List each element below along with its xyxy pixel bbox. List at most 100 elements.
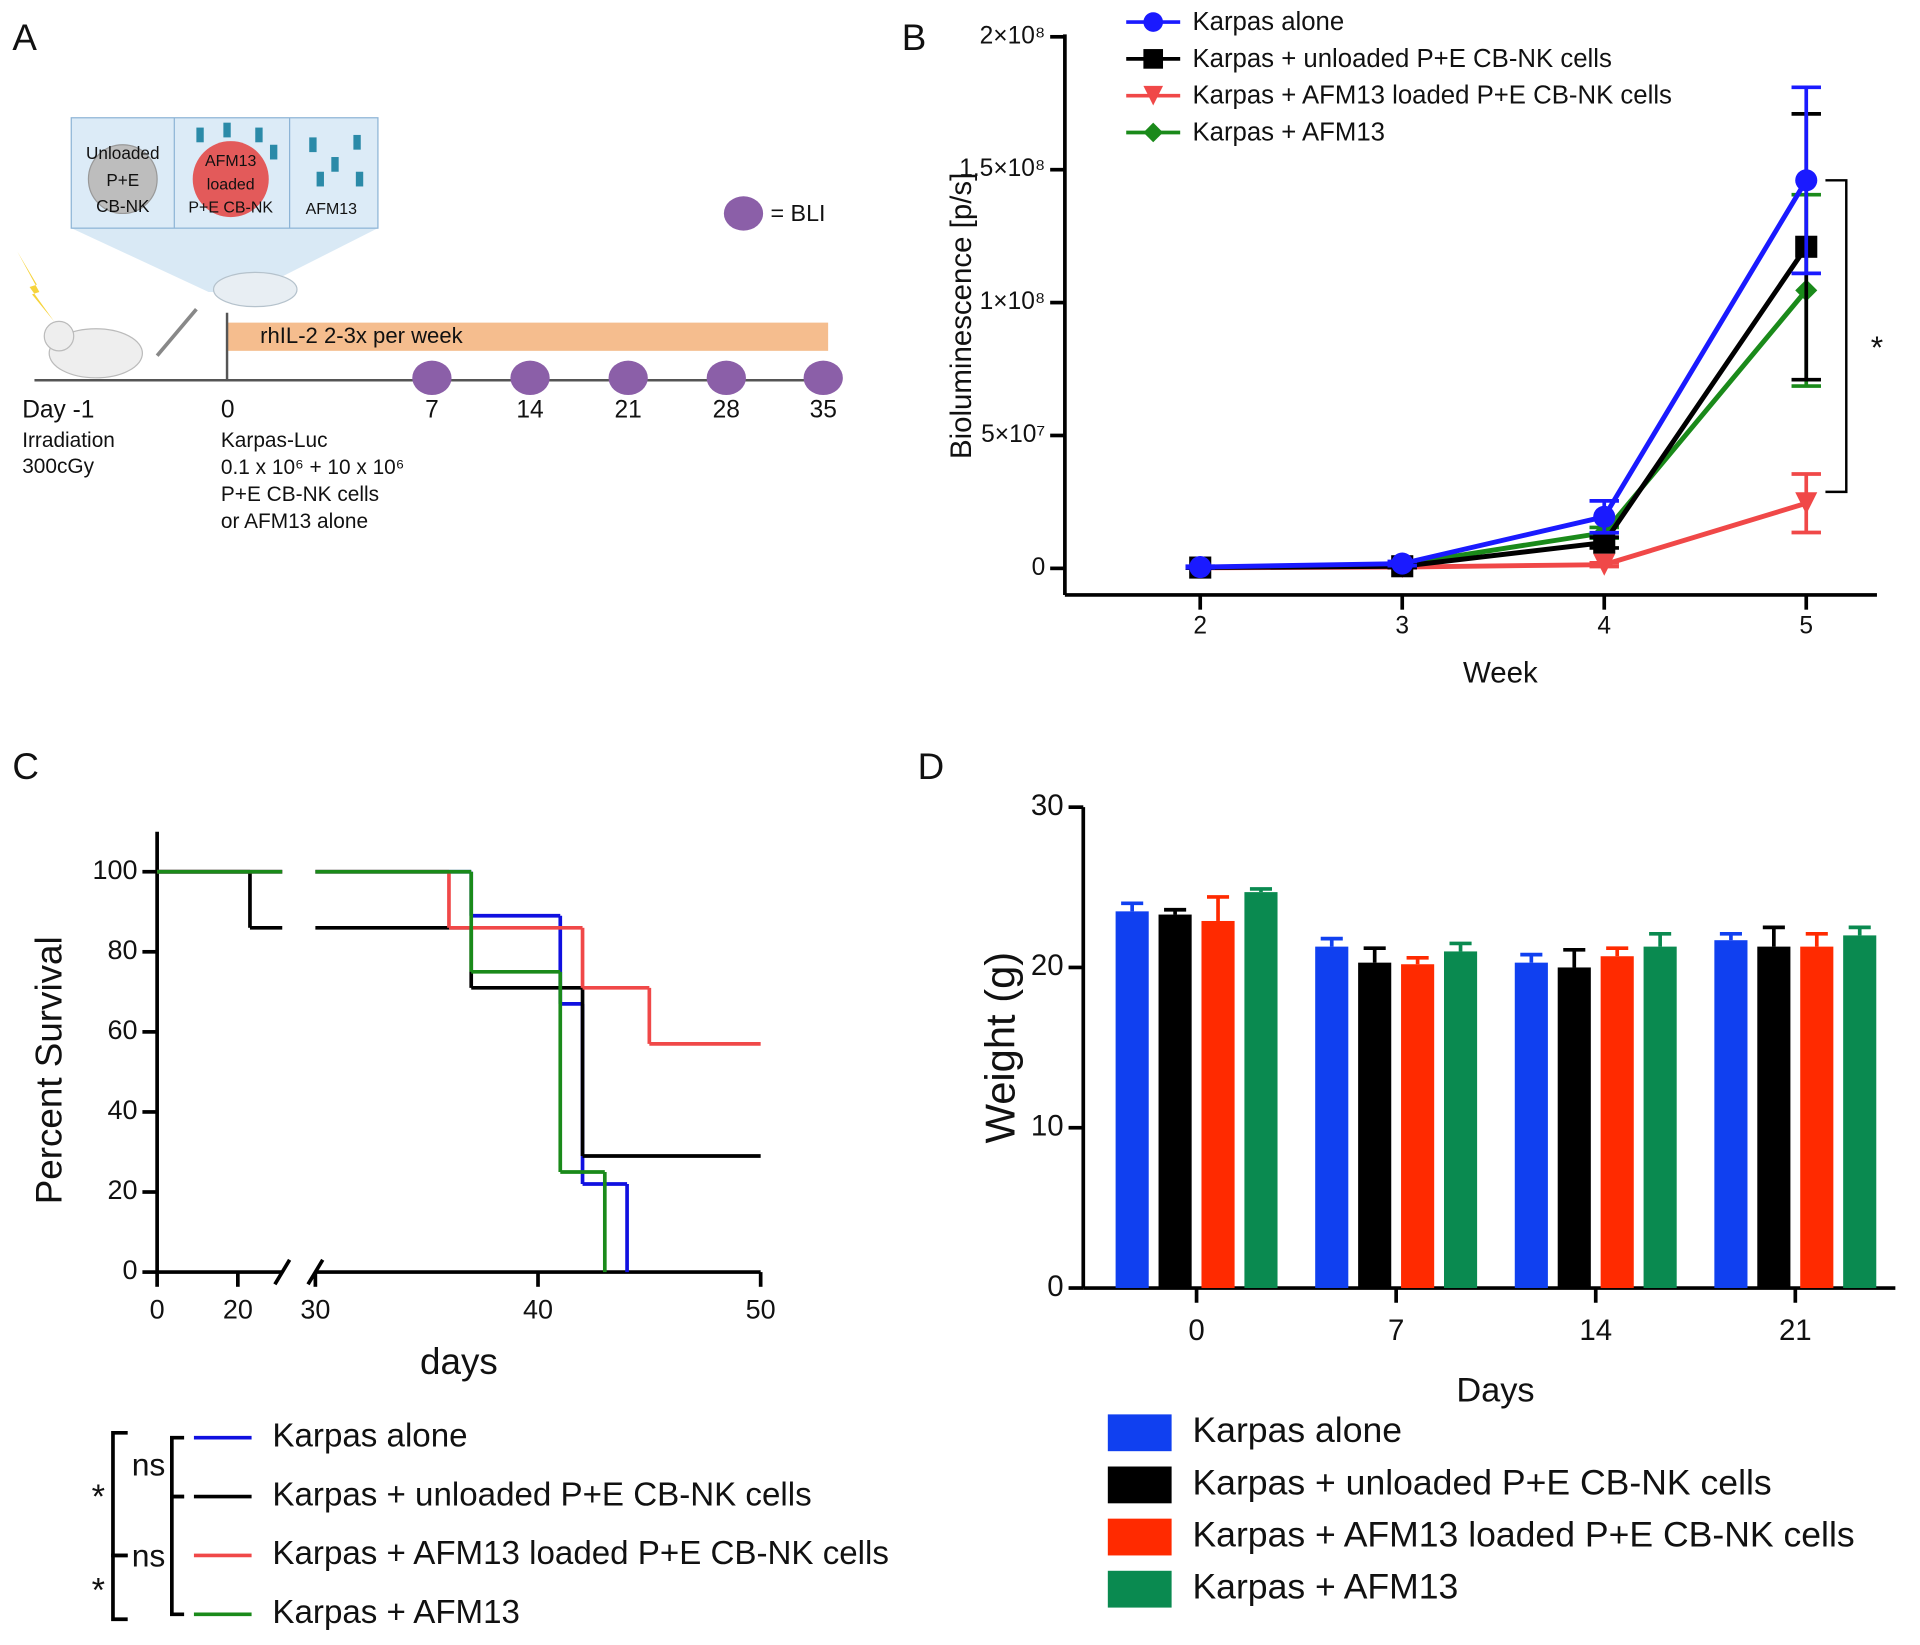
x-tick-label: 40 [523, 1294, 553, 1324]
panel-label: D [918, 746, 945, 787]
x-tick-label: 5 [1799, 612, 1813, 639]
x-tick-label: 14 [1579, 1314, 1612, 1347]
note: P+E CB-NK cells [221, 483, 379, 506]
bar [1158, 914, 1192, 1289]
bar [1557, 967, 1591, 1289]
bracket [111, 1553, 128, 1622]
timeline-label: 28 [713, 396, 740, 423]
bar [1315, 946, 1349, 1289]
legend-text: = BLI [770, 200, 825, 226]
cell-text: loaded [207, 176, 255, 193]
x-axis-label: Days [1456, 1371, 1534, 1409]
bar [1800, 946, 1834, 1289]
bar [1201, 920, 1235, 1289]
cell-text: P+E [106, 170, 139, 190]
series-line [1200, 179, 1809, 570]
legend-label: Karpas + unloaded P+E CB-NK cells [1192, 45, 1611, 73]
y-tick-label: 10 [1031, 1110, 1064, 1143]
x-tick-label: 0 [150, 1294, 165, 1324]
x-tick-label: 20 [223, 1294, 253, 1324]
y-tick-label: 1×10⁸ [980, 288, 1046, 315]
marker [1189, 556, 1212, 579]
y-tick-label: 40 [108, 1095, 138, 1125]
legend-label: Karpas alone [1192, 1410, 1402, 1450]
bar [1514, 962, 1548, 1289]
y-tick-label: 80 [108, 935, 138, 965]
bar [1244, 892, 1278, 1289]
marker [1143, 85, 1164, 106]
legend-label: Karpas + AFM13 loaded P+E CB-NK cells [1192, 82, 1671, 110]
bar [1443, 951, 1478, 1289]
cell-text: P+E CB-NK [188, 200, 273, 217]
bar [1714, 940, 1748, 1289]
zoom-cone [71, 228, 378, 292]
legend-label: Karpas + unloaded P+E CB-NK cells [1192, 1462, 1771, 1502]
y-tick-label: 0 [123, 1255, 138, 1285]
y-tick-label: 100 [93, 855, 138, 885]
note: 0.1 x 10⁶ + 10 x 10⁶ [221, 456, 404, 479]
legend-swatch [1107, 1518, 1172, 1556]
timeline-label: 21 [615, 396, 642, 423]
legend-swatch [1107, 1414, 1172, 1452]
panel-a: A Unloaded P+E CB-NK AFM13 loaded P+E CB… [12, 17, 843, 533]
legend-label: Karpas alone [272, 1417, 467, 1454]
x-tick-label: 4 [1597, 612, 1611, 639]
y-tick-label: 0 [1047, 1270, 1063, 1303]
note: or AFM13 alone [221, 510, 368, 533]
bar [1401, 964, 1435, 1289]
y-axis-label: Weight (g) [977, 952, 1024, 1144]
x-tick-label: 0 [1188, 1314, 1204, 1347]
legend-label: Karpas alone [1192, 8, 1344, 36]
y-tick-label: 60 [108, 1015, 138, 1045]
y-axis-label: Percent Survival [28, 936, 69, 1204]
marker [1795, 492, 1818, 515]
bar [1843, 935, 1877, 1289]
note: Irradiation [22, 429, 115, 452]
legend-label: Karpas + AFM13 loaded P+E CB-NK cells [1192, 1514, 1854, 1554]
cell-text: Unloaded [86, 143, 159, 163]
marker [1391, 552, 1414, 575]
bar [1358, 962, 1392, 1289]
x-tick-label: 2 [1193, 612, 1207, 639]
timeline-label: 35 [810, 396, 837, 423]
bli-key [723, 196, 764, 231]
x-tick-label: 7 [1388, 1314, 1404, 1347]
axis-break [273, 1258, 292, 1286]
x-axis-label: Week [1463, 656, 1538, 689]
series-line [1200, 245, 1809, 571]
legend-swatch [1107, 1570, 1172, 1608]
marker [1593, 505, 1616, 528]
timeline-label: 7 [425, 396, 439, 423]
cell-text: AFM13 [205, 153, 257, 170]
timeline-label: 0 [221, 396, 235, 423]
significance-bracket [1825, 179, 1848, 494]
bar [1643, 946, 1677, 1289]
syringe [155, 307, 198, 357]
cell-text: AFM13 [306, 201, 358, 218]
x-tick-label: 3 [1395, 612, 1409, 639]
y-axis-label: Bioluminescence [p/s] [945, 173, 978, 459]
series-line [1200, 500, 1807, 571]
panel-label: B [902, 17, 927, 58]
y-tick-label: 20 [108, 1175, 138, 1205]
bar [1115, 911, 1149, 1289]
treatment-bar [227, 322, 829, 351]
nk-cell [87, 144, 158, 215]
bracket [111, 1430, 128, 1558]
legend-label: Karpas + AFM13 loaded P+E CB-NK cells [272, 1535, 889, 1572]
mouse-head [43, 320, 75, 352]
x-tick-label: 21 [1779, 1314, 1812, 1347]
marker [1593, 531, 1616, 554]
antibodies [196, 122, 364, 187]
bli-points [412, 360, 843, 395]
legend-swatch [1107, 1466, 1172, 1504]
timeline-label: 14 [516, 396, 543, 423]
legend-label: Karpas + AFM13 [1192, 1567, 1458, 1607]
comparison-label: * [92, 1478, 105, 1516]
timeline-label: Day -1 [22, 396, 94, 423]
treatment-text: rhIL-2 2-3x per week [260, 323, 463, 348]
panel-label: C [12, 746, 39, 787]
marker [1143, 12, 1164, 32]
comparison-label: * [92, 1571, 105, 1609]
